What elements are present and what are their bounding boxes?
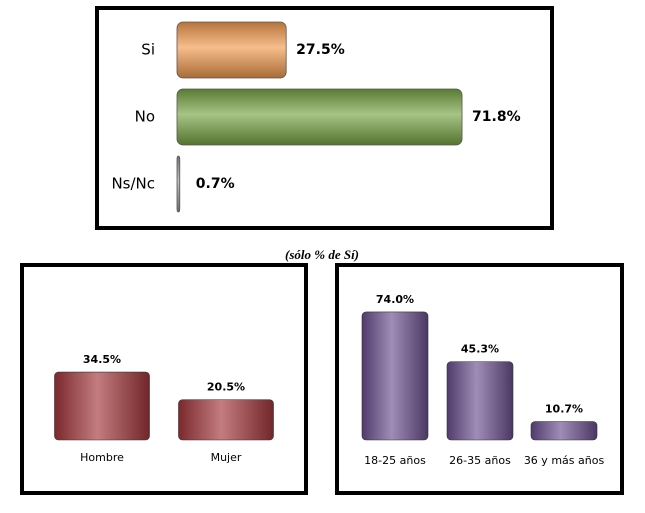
category-label: Si (141, 41, 155, 59)
bar (176, 21, 287, 79)
category-label: Mujer (211, 451, 242, 464)
category-label: Ns/Nc (111, 175, 155, 193)
value-label: 74.0% (376, 293, 414, 306)
value-label: 20.5% (207, 381, 245, 394)
bar (361, 311, 429, 441)
bar (446, 361, 514, 441)
value-label: 0.7% (196, 176, 235, 192)
bar (176, 155, 181, 213)
bar (530, 421, 598, 441)
value-label: 10.7% (545, 402, 583, 415)
bar (176, 88, 463, 146)
value-label: 71.8% (472, 109, 521, 125)
category-label: 26-35 años (449, 454, 511, 467)
bar (178, 399, 274, 441)
bar (54, 371, 150, 441)
category-label: 36 y más años (524, 454, 605, 467)
chart-frame (335, 263, 624, 495)
value-label: 34.5% (83, 353, 121, 366)
category-label: No (135, 108, 155, 126)
category-label: 18-25 años (364, 454, 426, 467)
value-label: 27.5% (296, 42, 345, 58)
chart-frame (95, 6, 554, 230)
caption: (sólo % de Sí) (285, 247, 359, 262)
value-label: 45.3% (461, 343, 499, 356)
chart-frame (20, 263, 308, 495)
category-label: Hombre (80, 451, 124, 464)
